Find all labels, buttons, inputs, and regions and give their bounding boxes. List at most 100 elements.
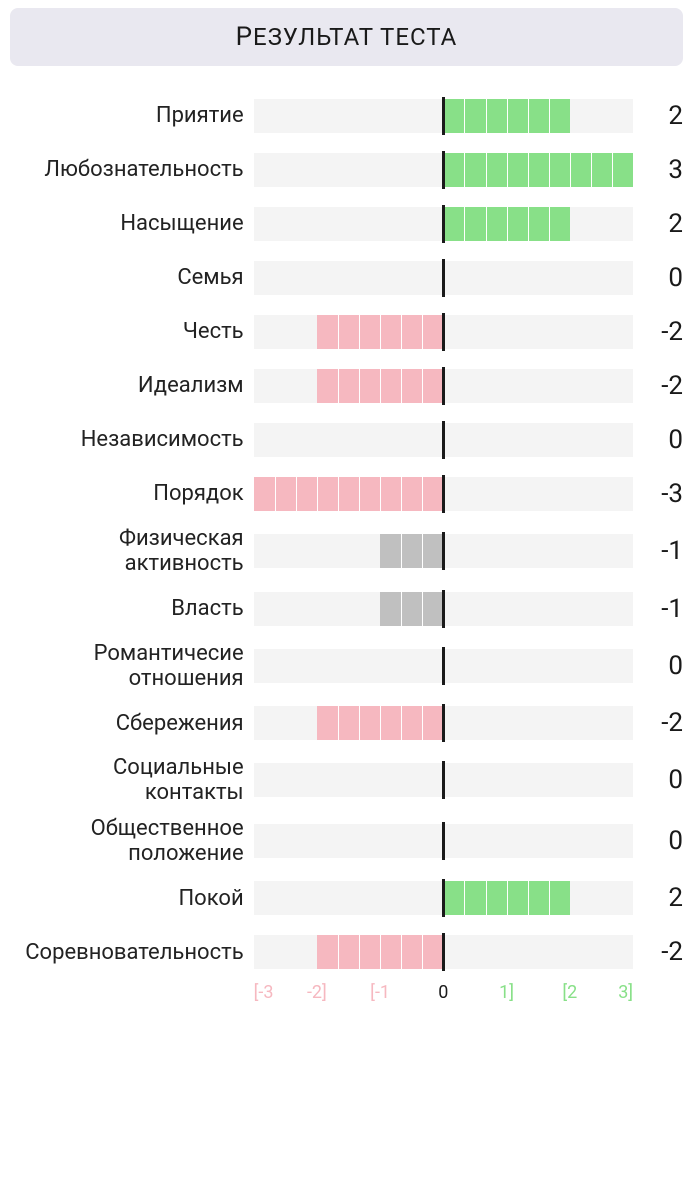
row-chart: [254, 310, 633, 354]
chart-row: Соревновательность-2: [10, 930, 683, 974]
chart-row: Романтичесие отношения 0: [10, 641, 683, 692]
row-label: Власть: [10, 596, 254, 621]
chart-row: Общественное положение 0: [10, 816, 683, 867]
panel-title: РЕЗУЛЬТАТ ТЕСТА: [10, 8, 683, 66]
row-chart: [254, 587, 633, 631]
row-bar: [254, 477, 444, 511]
row-chart: [254, 364, 633, 408]
row-value: 2: [633, 209, 683, 239]
chart-row: Любознательность 3: [10, 148, 683, 192]
row-bar: [443, 99, 569, 133]
chart-row: Приятие 2: [10, 94, 683, 138]
axis-area: [-3 -2] [-1 0 1] [2 3]: [254, 982, 633, 1006]
axis-tick: [-3: [254, 982, 274, 1003]
row-value: -2: [633, 937, 683, 967]
axis-tick: 1]: [499, 982, 514, 1003]
axis-tick: [-1: [370, 982, 390, 1003]
row-label: Идеализм: [10, 373, 254, 398]
row-value: -2: [633, 371, 683, 401]
chart-row: Независимость 0: [10, 418, 683, 462]
row-chart: [254, 94, 633, 138]
chart-row: Сбережения-2: [10, 701, 683, 745]
row-chart: [254, 876, 633, 920]
row-chart: [254, 701, 633, 745]
test-result-panel: РЕЗУЛЬТАТ ТЕСТА Приятие 2 Любознательность…: [0, 0, 693, 1016]
center-line: [442, 761, 445, 799]
center-line: [442, 879, 445, 917]
row-bar: [317, 315, 443, 349]
axis-tick: 0: [438, 982, 448, 1003]
chart-rows: Приятие 2 Любознательность 3 Насыщение 2 Семья…: [10, 94, 683, 974]
row-label: Физическая активность: [10, 526, 254, 577]
row-chart: [254, 418, 633, 462]
row-value: 3: [633, 155, 683, 185]
chart-row: Честь -2: [10, 310, 683, 354]
row-bar: [317, 935, 443, 969]
row-value: 0: [633, 263, 683, 293]
center-line: [442, 313, 445, 351]
row-label: Любознательность: [10, 157, 254, 182]
center-line: [442, 475, 445, 513]
chart-row: Семья 0: [10, 256, 683, 300]
center-line: [442, 532, 445, 570]
row-chart: [254, 758, 633, 802]
row-value: 0: [633, 651, 683, 681]
row-label: Семья: [10, 265, 254, 290]
center-line: [442, 590, 445, 628]
row-chart: [254, 472, 633, 516]
axis-row: [-3 -2] [-1 0 1] [2 3]: [10, 982, 683, 1006]
center-line: [442, 205, 445, 243]
center-line: [442, 933, 445, 971]
chart-row: Порядок -3: [10, 472, 683, 516]
center-line: [442, 97, 445, 135]
row-chart: [254, 202, 633, 246]
row-value: -1: [633, 594, 683, 624]
row-chart: [254, 148, 633, 192]
row-label: Покой: [10, 886, 254, 911]
row-chart: [254, 256, 633, 300]
row-value: 2: [633, 883, 683, 913]
center-line: [442, 704, 445, 742]
row-value: 0: [633, 425, 683, 455]
center-line: [442, 151, 445, 189]
center-line: [442, 822, 445, 860]
chart-row: Насыщение 2: [10, 202, 683, 246]
row-chart: [254, 819, 633, 863]
row-label: Независимость: [10, 427, 254, 452]
row-value: -3: [633, 479, 683, 509]
row-label: Романтичесие отношения: [10, 641, 254, 692]
row-label: Социальные контакты: [10, 755, 254, 806]
row-label: Честь: [10, 319, 254, 344]
chart-row: Идеализм -2: [10, 364, 683, 408]
chart-row: Физическая активность -1: [10, 526, 683, 577]
row-label: Приятие: [10, 103, 254, 128]
axis-tick: -2]: [307, 982, 327, 1003]
center-line: [442, 647, 445, 685]
chart-row: Покой 2: [10, 876, 683, 920]
row-chart: [254, 529, 633, 573]
row-bar: [317, 369, 443, 403]
row-label: Сбережения: [10, 711, 254, 736]
row-bar: [380, 592, 443, 626]
row-value: 0: [633, 765, 683, 795]
row-label: Порядок: [10, 481, 254, 506]
row-label: Общественное положение: [10, 816, 254, 867]
row-bar: [443, 153, 633, 187]
center-line: [442, 421, 445, 459]
row-value: 0: [633, 826, 683, 856]
row-label: Насыщение: [10, 211, 254, 236]
center-line: [442, 367, 445, 405]
row-value: -1: [633, 536, 683, 566]
chart-row: Социальные контакты 0: [10, 755, 683, 806]
row-chart: [254, 644, 633, 688]
row-value: 2: [633, 101, 683, 131]
axis-tick: [2: [562, 982, 577, 1003]
center-line: [442, 259, 445, 297]
row-chart: [254, 930, 633, 974]
chart-row: Власть -1: [10, 587, 683, 631]
axis-tick: 3]: [618, 982, 633, 1003]
row-bar: [443, 881, 569, 915]
row-bar: [380, 534, 443, 568]
row-value: -2: [633, 317, 683, 347]
row-bar: [317, 706, 443, 740]
